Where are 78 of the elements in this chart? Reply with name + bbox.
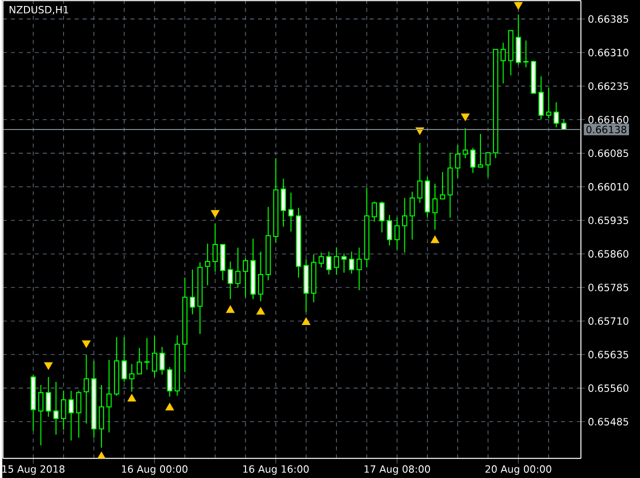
candlestick [258,251,264,302]
y-tick-label: 0.65710 [588,317,628,325]
candlestick [341,252,347,274]
y-tick-label: 0.65485 [588,418,628,426]
point [226,305,235,313]
candlestick [417,142,422,204]
candlestick [379,200,385,233]
candlestick [348,251,354,274]
candlestick [84,354,89,424]
candlestick [98,384,104,448]
candlestick [356,246,362,290]
point [302,317,310,325]
x-tick-label: 16 Aug 16:00 [243,465,309,475]
candlestick [204,242,210,286]
point [461,113,470,121]
y-tick-label: 0.65785 [588,284,628,292]
candlestick [228,260,233,300]
x-tick-label: 15 Aug 2018 [2,465,64,475]
point [430,235,440,243]
candlestick [546,86,552,119]
y-tick-label: 0.66160 [588,116,628,124]
candlestick [242,258,248,298]
candlestick [235,246,241,288]
x-tick-label: 16 Aug 00:00 [122,465,188,475]
y-tick-label: 0.65935 [588,216,628,224]
candlestick [68,390,74,441]
chart-title: NZDUSD,H1 [10,6,68,14]
candlestick [523,40,529,68]
candlestick [212,222,218,272]
candlestick [372,200,377,222]
candlestick [53,381,59,436]
y-tick-label: 0.66310 [588,48,628,56]
y-tick-label: 0.66085 [588,149,628,157]
candlestick [46,376,52,418]
point [210,210,220,218]
candlestick [334,246,340,275]
x-tick-label: 17 Aug 08:00 [364,465,430,475]
y-tick-label: 0.66235 [588,82,628,90]
candlestick [386,214,392,246]
candlestick [318,252,324,268]
candlestick [554,102,559,128]
y-tick-label: 0.65635 [588,350,628,358]
candlestick [159,346,165,376]
candlestick [136,347,142,374]
y-tick-label: 0.65560 [588,384,628,392]
point [127,394,136,402]
candlestick [500,42,506,84]
candlestick [280,178,286,227]
point [165,402,174,410]
candlestick [144,337,150,370]
candlestick [326,251,332,275]
candlestick [122,336,127,382]
y-tick-label: 0.65860 [588,250,628,258]
candlestick [288,192,294,232]
candlestick [76,390,82,438]
candlestick [167,366,172,397]
candlestick [485,152,491,178]
candlestick [478,133,484,168]
x-tick-label: 20 Aug 00:00 [485,465,552,475]
candlestick [129,363,134,392]
candlestick [432,183,438,230]
candlestick [38,384,44,446]
candlestick [402,197,408,253]
candlestick [152,336,158,378]
point [256,307,265,315]
candlestick [394,217,400,250]
candlestick [106,359,112,433]
candlestick [440,171,446,200]
ref-line-label: 0.66138 [586,126,626,134]
y-tick-label: 0.66010 [588,182,628,190]
candlestick [470,147,476,174]
candlestick [538,76,544,120]
candlestick [60,390,66,430]
candlestick [190,268,196,315]
candlestick [410,191,415,240]
y-tick-label: 0.66385 [588,15,628,23]
candlestick [455,144,460,178]
candlestick [462,128,468,158]
